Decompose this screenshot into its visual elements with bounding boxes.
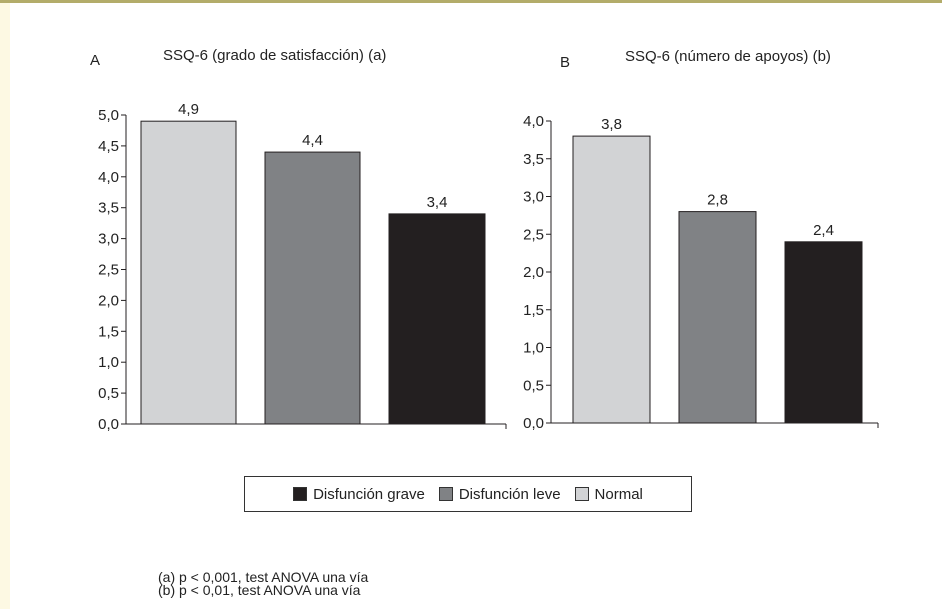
y-tick-label-b-5: 2,5: [523, 226, 544, 243]
chart-title-b: SSQ-6 (número de apoyos) (b): [625, 48, 831, 65]
y-tick-label-b-2: 1,0: [523, 340, 544, 357]
y-tick-label-a-3: 1,5: [98, 323, 119, 340]
figure-panel: A SSQ-6 (grado de satisfacción) (a) 4,9 4,4…: [10, 3, 942, 609]
footnote-a: (a) p < 0,001, test ANOVA una vía: [158, 569, 369, 585]
top-rule: [0, 0, 942, 3]
y-tick-label-a-9: 4,5: [98, 138, 119, 155]
legend-item-disfuncion-grave: Disfunción grave: [293, 486, 425, 503]
legend-item-normal: Normal: [574, 485, 643, 503]
bar-a-2: [264, 151, 361, 425]
data-label-a-1: 4,9: [178, 101, 199, 118]
y-tick-label-b-7: 3,5: [523, 151, 544, 168]
y-tick-label-a-0: 0,0: [98, 416, 119, 433]
y-tick-label-b-4: 2,0: [523, 264, 544, 281]
y-tick-label-a-10: 5,0: [98, 107, 119, 124]
legend-label-normal: Normal: [594, 485, 643, 503]
y-tick-label-a-6: 3,0: [98, 231, 119, 248]
y-tick-label-b-3: 1,5: [523, 302, 544, 319]
y-tick-label-b-0: 0,0: [523, 415, 544, 432]
legend-swatch-normal: [574, 487, 589, 501]
y-tick-label-a-7: 3,5: [98, 200, 119, 217]
chart-title-a: SSQ-6 (grado de satisfacción) (a): [163, 47, 386, 64]
y-tick-label-a-5: 2,5: [98, 262, 119, 279]
data-label-b-1: 3,8: [601, 116, 622, 133]
data-label-b-2: 2,8: [707, 192, 728, 209]
y-tick-label-b-8: 4,0: [523, 113, 544, 130]
bar-b-3: [784, 241, 863, 424]
bar-b-2: [678, 211, 757, 424]
y-tick-label-a-1: 0,5: [98, 385, 119, 402]
y-tick-label-a-8: 4,0: [98, 169, 119, 186]
y-tick-label-b-6: 3,0: [523, 189, 544, 206]
panel-letter-a: A: [90, 52, 100, 69]
legend-label-disfuncion-grave: Disfunción grave: [313, 485, 425, 503]
legend-item-disfuncion-leve: Disfunción leve: [438, 485, 561, 503]
legend: Disfunción grave Disfunción leve Normal: [244, 476, 692, 512]
footnote-b: (b) p < 0,01, test ANOVA una vía: [158, 582, 361, 598]
legend-swatch-disfuncion-leve: [438, 487, 453, 501]
data-label-a-2: 4,4: [302, 132, 323, 149]
bar-b-1: [572, 135, 651, 424]
data-label-a-3: 3,4: [427, 194, 448, 211]
y-tick-label-a-2: 1,0: [98, 354, 119, 371]
y-tick-label-a-4: 2,0: [98, 292, 119, 309]
legend-swatch-disfuncion-grave: [293, 487, 308, 501]
bar-a-3: [388, 213, 486, 425]
y-tick-label-b-1: 0,5: [523, 377, 544, 394]
charts-canvas: A SSQ-6 (grado de satisfacción) (a) 4,9 4,4…: [90, 47, 879, 433]
footnotes: (a) p < 0,001, test ANOVA una vía (b) p …: [158, 569, 369, 598]
panel-letter-b: B: [560, 54, 570, 71]
bar-a-1: [140, 120, 237, 425]
data-label-b-3: 2,4: [813, 222, 834, 239]
legend-label-disfuncion-leve: Disfunción leve: [458, 485, 561, 503]
